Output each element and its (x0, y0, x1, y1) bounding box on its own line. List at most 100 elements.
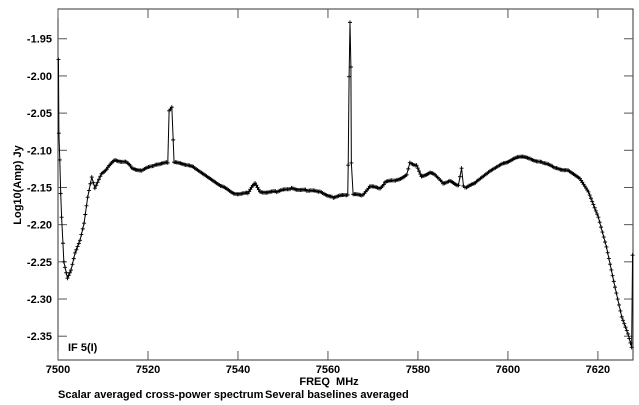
data-point-marker (592, 205, 597, 210)
data-point-marker (418, 172, 423, 177)
data-point-marker (79, 232, 84, 237)
data-point-marker (603, 240, 608, 245)
y-tick-label: -2.15 (27, 182, 52, 194)
data-point-marker (415, 166, 420, 171)
data-point-marker (56, 57, 61, 62)
data-point-marker (347, 74, 352, 79)
data-point-marker (104, 167, 109, 172)
y-tick-label: -2.25 (27, 257, 52, 269)
data-point-marker (75, 244, 80, 249)
data-point-marker (629, 345, 634, 350)
x-tick-label: 7520 (136, 364, 160, 376)
data-point-marker (601, 235, 606, 240)
data-point-marker (63, 265, 68, 270)
data-point-marker (630, 253, 635, 258)
data-point-marker (88, 181, 93, 186)
data-point-marker (89, 175, 94, 180)
data-point-marker (591, 202, 596, 207)
data-point-marker (87, 188, 92, 193)
data-point-marker (608, 262, 613, 267)
data-point-marker (458, 174, 463, 179)
data-point-marker (80, 226, 85, 231)
data-point-marker (606, 256, 611, 261)
data-point-marker (83, 212, 88, 217)
data-point-marker (381, 182, 386, 187)
data-point-marker (59, 215, 64, 220)
data-point-marker (586, 189, 591, 194)
data-point-marker (71, 256, 76, 261)
data-point-marker (614, 291, 619, 296)
data-point-marker (406, 166, 411, 171)
y-axis-label: Log10(Amp) Jy (12, 144, 24, 224)
data-point-marker (613, 285, 618, 290)
data-point-marker (67, 270, 72, 275)
data-point-marker (57, 157, 62, 162)
data-point-marker (96, 177, 101, 182)
data-point-marker (78, 238, 83, 243)
data-point-marker (56, 131, 61, 136)
data-point-marker (590, 199, 595, 204)
data-point-marker (254, 183, 259, 188)
x-tick-label: 7600 (496, 364, 520, 376)
data-point-marker (255, 185, 260, 190)
data-point-marker (94, 183, 99, 188)
if-annotation: IF 5(I) (68, 342, 98, 354)
data-point-marker (610, 273, 615, 278)
data-point-marker (128, 163, 133, 168)
data-point-marker (621, 318, 626, 323)
x-tick-label: 7540 (226, 364, 250, 376)
data-point-marker (456, 183, 461, 188)
data-point-marker (600, 230, 605, 235)
data-point-marker (60, 241, 65, 246)
data-point-marker (414, 163, 419, 168)
data-point-marker (366, 186, 371, 191)
x-tick-label: 7580 (406, 364, 430, 376)
data-point-marker (95, 180, 100, 185)
data-point-marker (168, 107, 173, 112)
data-point-marker (169, 105, 174, 110)
y-tick-label: -2.00 (27, 71, 52, 83)
data-point-marker (61, 259, 66, 264)
data-point-marker (84, 203, 89, 208)
data-point-marker (98, 174, 103, 179)
caption-left: Scalar averaged cross-power spectrum (58, 389, 264, 401)
data-point-marker (82, 221, 87, 226)
data-point-marker (605, 250, 610, 255)
y-tick-label: -2.30 (27, 294, 52, 306)
data-point-marker (248, 187, 253, 192)
data-point-marker (85, 195, 90, 200)
data-point-marker (73, 250, 78, 255)
data-point-marker (165, 160, 170, 165)
data-point-marker (617, 302, 622, 307)
y-tick-label: -2.10 (27, 145, 52, 157)
data-point-marker (595, 212, 600, 217)
series-group (56, 20, 635, 350)
x-tick-label: 7560 (316, 364, 340, 376)
series-line (57, 22, 634, 348)
data-point-marker (348, 65, 353, 70)
data-point-marker (599, 225, 604, 230)
data-point-marker (66, 273, 71, 278)
x-axis-label: FREQ MHz (299, 376, 359, 388)
data-point-marker (76, 241, 81, 246)
y-tick-label: -2.35 (27, 331, 52, 343)
data-point-marker (417, 169, 422, 174)
data-point-marker (404, 172, 409, 177)
data-point-marker (70, 262, 75, 267)
data-point-marker (611, 279, 616, 284)
data-point-marker (604, 244, 609, 249)
data-point-marker (171, 137, 176, 142)
data-point-marker (64, 270, 69, 275)
data-point-marker (588, 196, 593, 201)
data-point-marker (439, 179, 444, 184)
data-point-marker (619, 314, 624, 319)
data-point-marker (627, 336, 632, 341)
data-point-marker (256, 187, 261, 192)
x-tick-label: 7620 (586, 364, 610, 376)
y-tick-label: -1.95 (27, 34, 52, 46)
data-point-marker (247, 189, 252, 194)
y-tick-label: -2.05 (27, 108, 52, 120)
data-point-marker (245, 191, 250, 196)
data-point-marker (587, 193, 592, 198)
